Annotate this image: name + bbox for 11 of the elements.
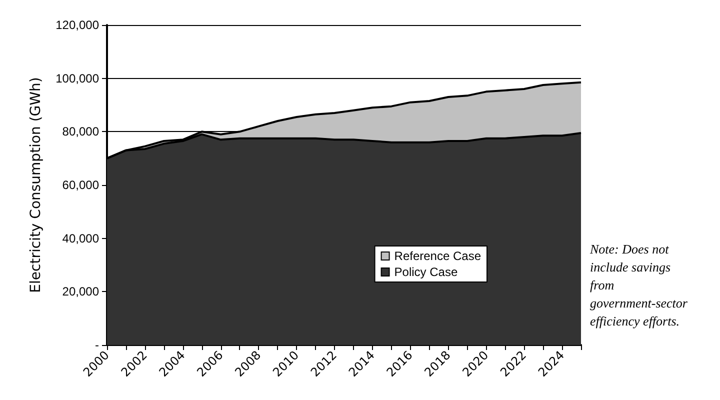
- y-tick-label: 20,000: [62, 284, 100, 299]
- legend-label: Reference Case: [394, 249, 482, 263]
- text: Note: Does not include savings from government-sector efficiency efforts.: [589, 242, 691, 328]
- y-tick-label: 80,000: [62, 124, 100, 139]
- y-tick-label: 100,000: [56, 71, 100, 86]
- y-tick-label: 120,000: [56, 18, 100, 32]
- y-tick-label: -: [95, 338, 99, 352]
- y-tick-label: 60,000: [62, 178, 100, 192]
- legend-label: Policy Case: [394, 265, 458, 279]
- y-tick-label: 40,000: [62, 231, 100, 246]
- y-axis-title: Electricity Consumption (GWh): [28, 77, 44, 293]
